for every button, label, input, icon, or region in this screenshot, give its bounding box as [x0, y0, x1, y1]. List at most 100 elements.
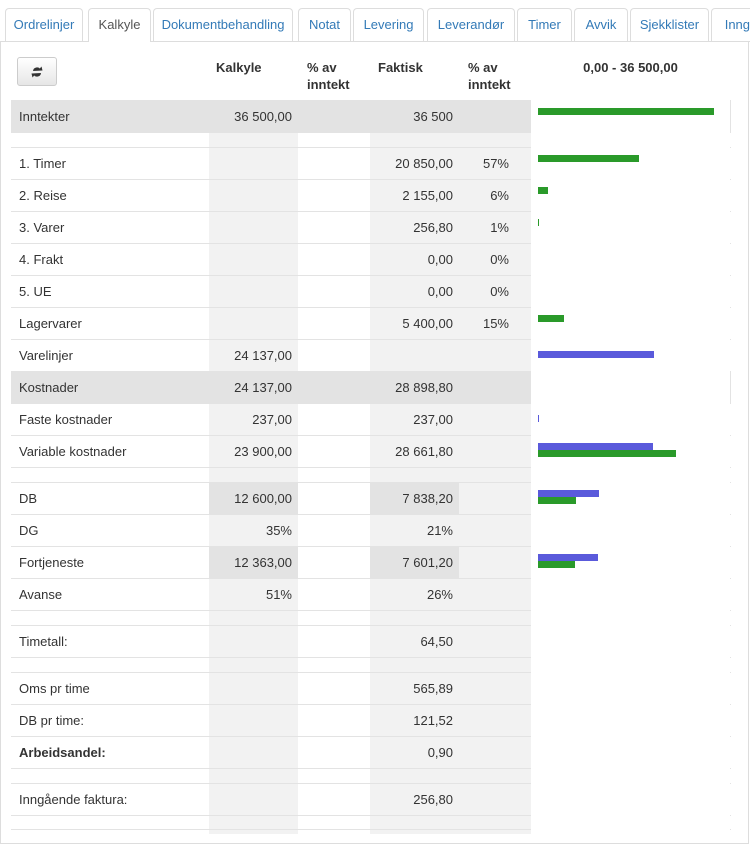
spacer-row — [11, 768, 731, 783]
header-pct-kalkyle-line2: inntekt — [307, 77, 350, 92]
faktisk-value: 237,00 — [413, 412, 453, 427]
row-label: Avanse — [19, 587, 63, 602]
row-label: 2. Reise — [19, 188, 67, 203]
pct-value — [459, 673, 515, 704]
row-label: Lagervarer — [19, 316, 82, 331]
table-row: Varelinjer 24 137,00 — [11, 339, 731, 371]
row-label: 1. Timer — [19, 156, 66, 171]
row-label: Inngående faktura: — [19, 792, 128, 807]
tab-leverand-r[interactable]: Leverandør — [427, 8, 515, 41]
row-label: Timetall: — [19, 634, 68, 649]
tab-avvik[interactable]: Avvik — [574, 8, 628, 41]
tab-kalkyle[interactable]: Kalkyle — [88, 8, 151, 42]
table-row: Oms pr time 565,89 — [11, 672, 731, 704]
row-label: 3. Varer — [19, 220, 65, 235]
row-label: 4. Frakt — [19, 252, 64, 267]
tab-notat[interactable]: Notat — [298, 8, 351, 41]
faktisk-bar — [538, 108, 714, 115]
kalkyle-value: 24 137,00 — [234, 348, 292, 363]
pct-value — [459, 372, 515, 403]
faktisk-value: 565,89 — [413, 681, 453, 696]
spacer-row — [11, 657, 731, 672]
faktisk-bar — [538, 219, 540, 226]
faktisk-bar — [538, 497, 576, 504]
row-label: Varelinjer — [19, 348, 73, 363]
kalkyle-value — [209, 784, 298, 815]
header-pct-kalkyle: % av inntekt — [307, 59, 350, 93]
row-label: Variable kostnader — [19, 444, 127, 459]
kalkyle-value — [209, 148, 298, 179]
chart-column — [531, 100, 730, 834]
table-row: Faste kostnader 237,00 237,00 — [11, 403, 731, 435]
tab-ordrelinjer[interactable]: Ordrelinjer — [5, 8, 83, 41]
faktisk-value — [370, 340, 459, 371]
kalkyle-value: 237,00 — [252, 412, 292, 427]
pct-value — [459, 737, 515, 768]
kalkyle-bar — [538, 490, 599, 497]
kalkyle-value: 36 500,00 — [234, 109, 292, 124]
faktisk-value: 7 838,20 — [370, 483, 459, 514]
pct-value: 15% — [482, 316, 509, 331]
kalkyle-value — [209, 308, 298, 339]
kalkyle-bar — [538, 443, 654, 450]
row-label: Inntekter — [19, 109, 70, 124]
kalkyle-value: 23 900,00 — [234, 444, 292, 459]
header-faktisk: Faktisk — [378, 60, 423, 75]
spacer-row — [11, 610, 731, 625]
kalkyle-bar — [538, 415, 540, 422]
row-label: Arbeidsandel: — [19, 745, 106, 760]
faktisk-value: 21% — [426, 523, 453, 538]
header-kalkyle: Kalkyle — [216, 60, 262, 75]
refresh-icon — [31, 66, 43, 77]
kalkyle-value: 12 363,00 — [209, 547, 298, 578]
tab-levering[interactable]: Levering — [353, 8, 424, 41]
faktisk-value: 121,52 — [413, 713, 453, 728]
row-label: Fortjeneste — [19, 555, 85, 570]
kalkyle-value — [209, 244, 298, 275]
pct-value — [459, 101, 515, 132]
pct-value: 57% — [482, 156, 509, 171]
kalkyle-value — [209, 180, 298, 211]
faktisk-value: 64,50 — [420, 634, 453, 649]
table-row: Inngående faktura: 256,80 — [11, 783, 731, 815]
pct-value: 6% — [490, 188, 509, 203]
row-label: Faste kostnader — [19, 412, 113, 427]
pct-value: 0% — [490, 284, 509, 299]
faktisk-value: 36 500 — [413, 109, 453, 124]
refresh-button[interactable] — [17, 57, 57, 86]
kalkyle-panel — [0, 41, 749, 844]
header-pct-faktisk-line1: % av — [468, 60, 498, 75]
faktisk-bar — [538, 315, 565, 322]
table-row: Timetall: 64,50 — [11, 625, 731, 657]
table-row: Arbeidsandel: 0,90 — [11, 736, 731, 768]
faktisk-bar — [538, 450, 677, 457]
faktisk-value: 26% — [426, 587, 453, 602]
pct-value — [459, 705, 515, 736]
tab-dokumentbehandling[interactable]: Dokumentbehandling — [153, 8, 293, 41]
kalkyle-value — [209, 705, 298, 736]
tab-sjekklister[interactable]: Sjekklister — [630, 8, 709, 41]
table-row: 4. Frakt 0,00 0% — [11, 243, 731, 275]
table-row: DB 12 600,00 7 838,20 — [11, 482, 731, 514]
tab-timer[interactable]: Timer — [517, 8, 572, 41]
table-row: 5. UE 0,00 0% — [11, 275, 731, 307]
table-row: 2. Reise 2 155,00 6% — [11, 179, 731, 211]
pct-value — [459, 483, 515, 514]
pct-value — [459, 404, 515, 435]
tab-inng-[interactable]: Inngå — [711, 8, 750, 41]
pct-value — [459, 626, 515, 657]
row-label: DB — [19, 491, 38, 506]
pct-value: 1% — [490, 220, 509, 235]
faktisk-value: 0,00 — [427, 284, 453, 299]
kalkyle-value: 51% — [265, 587, 292, 602]
faktisk-bar — [538, 155, 639, 162]
pct-value — [459, 436, 515, 467]
faktisk-value: 0,00 — [427, 252, 453, 267]
pct-value: 0% — [490, 252, 509, 267]
faktisk-value: 28 661,80 — [395, 444, 453, 459]
header-pct-faktisk-line2: inntekt — [468, 77, 511, 92]
kalkyle-bar — [538, 351, 655, 358]
table-row: Avanse 51% 26% — [11, 578, 731, 610]
faktisk-value: 256,80 — [413, 792, 453, 807]
kalkyle-value — [209, 276, 298, 307]
